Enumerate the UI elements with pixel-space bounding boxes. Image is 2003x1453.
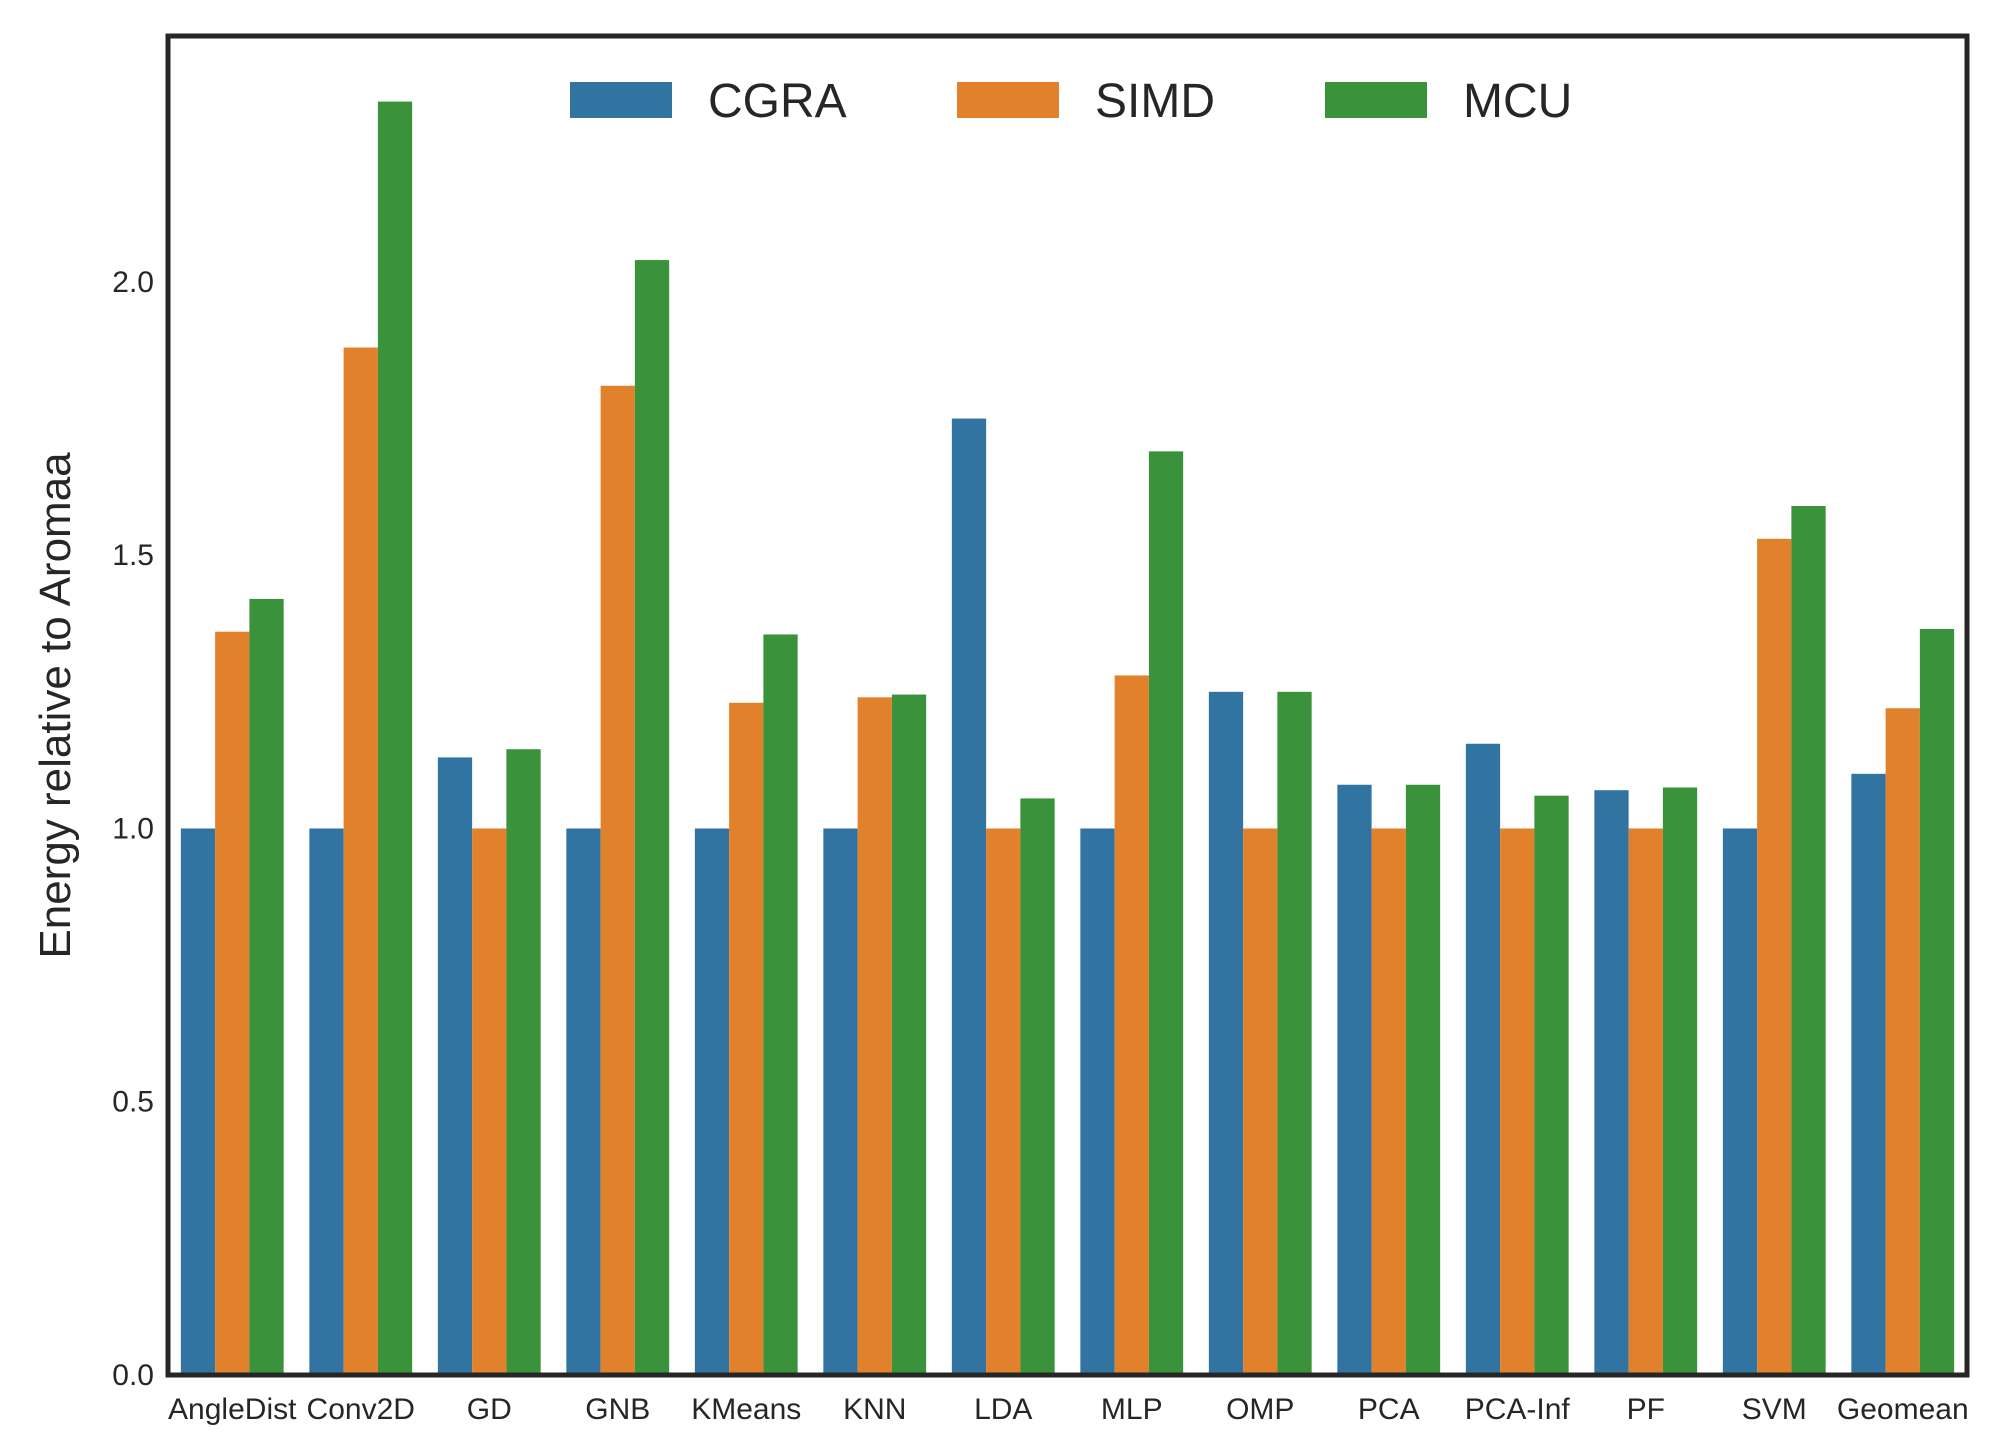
x-tick-label: OMP	[1226, 1393, 1294, 1426]
x-tick-label: LDA	[974, 1393, 1032, 1426]
bar-mcu-gnb	[634, 260, 670, 1376]
bar-mcu-geomean	[1919, 628, 1955, 1375]
bar-mcu-pca-inf	[1534, 795, 1569, 1375]
bar-cgra-pca	[1337, 784, 1372, 1375]
plot-frame	[165, 33, 1970, 1378]
bar-cgra-pf	[1594, 790, 1629, 1375]
bar-mcu-angledist	[249, 598, 284, 1375]
bar-simd-omp	[1243, 828, 1278, 1375]
bar-simd-geomean	[1885, 708, 1920, 1375]
bar-simd-conv2d	[343, 347, 378, 1375]
bar-cgra-angledist	[180, 828, 216, 1375]
bar-mcu-conv2d	[377, 101, 413, 1376]
x-tick-label: AngleDist	[168, 1393, 297, 1426]
bar-cgra-pca-inf	[1465, 743, 1501, 1375]
bar-simd-pca	[1371, 828, 1406, 1375]
bar-mcu-kmeans	[763, 634, 798, 1375]
bar-cgra-geomean	[1851, 773, 1886, 1375]
y-axis-label: Energy relative to Aromaa	[31, 452, 80, 959]
bar-simd-mlp	[1114, 675, 1149, 1375]
bar-simd-pca-inf	[1500, 828, 1535, 1375]
bar-mcu-knn	[891, 694, 927, 1375]
bar-cgra-knn	[823, 828, 858, 1375]
y-tick-label: 1.0	[112, 812, 154, 845]
x-tick-label: PCA-Inf	[1465, 1393, 1571, 1426]
legend-label-simd: SIMD	[1095, 75, 1215, 128]
x-tick-label: GD	[467, 1393, 512, 1426]
bar-mcu-omp	[1277, 691, 1312, 1375]
bar-cgra-svm	[1722, 828, 1758, 1375]
bar-simd-kmeans	[729, 702, 764, 1375]
x-tick-label: PCA	[1358, 1393, 1420, 1426]
y-tick-label: 0.0	[112, 1359, 154, 1392]
bar-simd-angledist	[215, 631, 250, 1375]
bar-mcu-pf	[1662, 787, 1698, 1375]
legend-label-mcu: MCU	[1463, 75, 1572, 128]
bar-simd-knn	[857, 697, 892, 1375]
x-axis-ticks: AngleDist Conv2D GD GNB KMeans KNN LDA MLP OMP PC…	[168, 1393, 1969, 1426]
y-tick-label: 2.0	[112, 266, 154, 299]
bar-simd-lda	[986, 828, 1021, 1375]
bar-cgra-lda	[951, 418, 987, 1375]
legend: CGRA SIMD MCU	[570, 75, 1572, 128]
bar-cgra-kmeans	[694, 828, 730, 1375]
x-tick-label: Conv2D	[307, 1393, 415, 1426]
bar-cgra-omp	[1208, 691, 1244, 1375]
x-tick-label: PF	[1627, 1393, 1665, 1426]
x-tick-label: GNB	[585, 1393, 650, 1426]
x-tick-label: Geomean	[1837, 1393, 1969, 1426]
bar-simd-pf	[1628, 828, 1663, 1375]
bars-layer	[180, 101, 1955, 1376]
bar-simd-gnb	[600, 385, 635, 1375]
bar-mcu-lda	[1020, 798, 1055, 1375]
bar-mcu-svm	[1791, 506, 1826, 1375]
bar-simd-gd	[472, 828, 507, 1375]
legend-swatch-simd	[957, 82, 1059, 118]
x-tick-label: MLP	[1101, 1393, 1163, 1426]
bar-mcu-mlp	[1148, 451, 1184, 1375]
legend-label-cgra: CGRA	[708, 75, 847, 128]
legend-swatch-mcu	[1325, 82, 1427, 118]
y-tick-label: 1.5	[112, 539, 154, 572]
y-axis-ticks: 0.0 0.5 1.0 1.5 2.0	[112, 266, 154, 1392]
x-tick-label: KMeans	[691, 1393, 801, 1426]
bar-cgra-mlp	[1080, 828, 1115, 1375]
bar-cgra-gnb	[566, 828, 601, 1375]
bar-cgra-conv2d	[309, 828, 344, 1375]
bar-mcu-gd	[506, 749, 541, 1375]
legend-swatch-cgra	[570, 82, 672, 118]
bar-simd-svm	[1757, 538, 1792, 1375]
x-tick-label: SVM	[1742, 1393, 1807, 1426]
y-tick-label: 0.5	[112, 1086, 154, 1119]
bar-cgra-gd	[437, 757, 473, 1375]
bar-mcu-pca	[1405, 784, 1441, 1375]
x-tick-label: KNN	[843, 1393, 906, 1426]
